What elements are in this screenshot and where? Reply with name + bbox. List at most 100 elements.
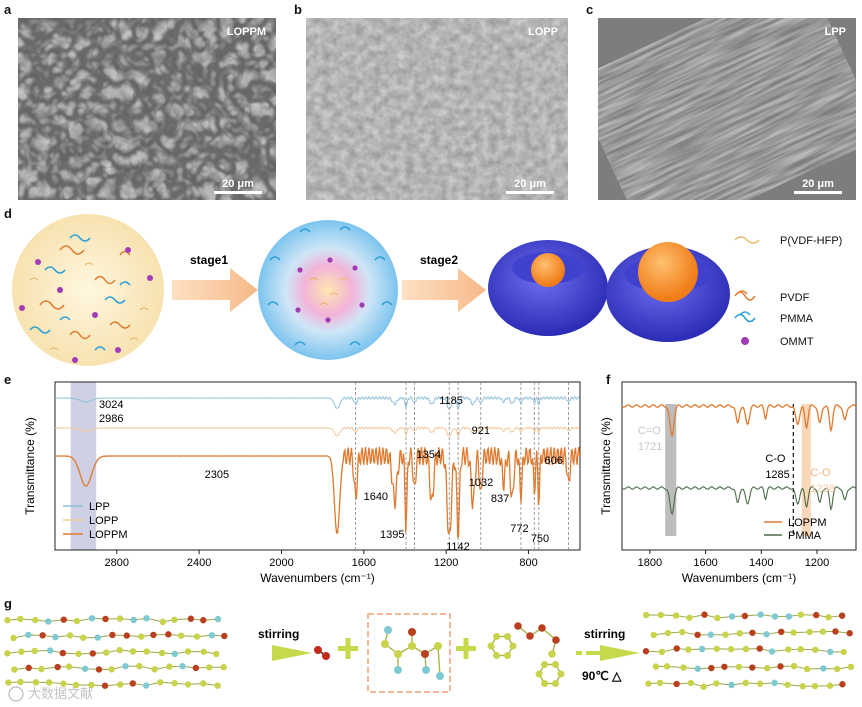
- atom: [701, 611, 708, 618]
- atom: [707, 631, 715, 638]
- atom: [673, 680, 680, 688]
- atom: [80, 634, 87, 641]
- atom: [756, 645, 763, 652]
- stirring-right-label: stirring: [584, 627, 625, 641]
- atom: [213, 650, 220, 658]
- schematic-d: stage1 stage2: [12, 214, 760, 366]
- atom: [839, 681, 846, 688]
- x-axis-label-f: Wavenumbers (cm⁻¹): [682, 571, 797, 585]
- atom: [552, 680, 559, 688]
- sem-image-loppm: LOPPM 20 μm: [18, 18, 276, 200]
- atom: [208, 632, 216, 639]
- watermark-text: 大数据文献: [28, 686, 93, 701]
- bond: [437, 645, 441, 677]
- atom: [138, 633, 145, 640]
- annotation-e-1185: 1185: [439, 395, 463, 407]
- atom: [88, 615, 96, 622]
- sem-texture-loppm: [18, 18, 276, 200]
- atom: [679, 628, 686, 636]
- atom: [214, 615, 222, 623]
- atom: [116, 681, 124, 688]
- atom: [17, 678, 24, 686]
- atom: [25, 631, 32, 639]
- y-axis-label-e: Transmittance (%): [23, 417, 37, 515]
- atom: [381, 640, 389, 648]
- temperature-label: 90℃ △: [582, 669, 622, 683]
- sem-texture-lopp: [306, 18, 568, 200]
- atom: [764, 664, 771, 672]
- atom: [820, 665, 827, 672]
- atom: [721, 663, 728, 670]
- atom: [785, 646, 792, 653]
- atom: [101, 682, 109, 689]
- x-axis-label-e: Wavenumbers (cm⁻¹): [260, 571, 375, 585]
- x-tick-label-f: 1800: [638, 557, 662, 569]
- atom: [742, 645, 750, 653]
- annotation-e-1395: 1395: [380, 529, 404, 541]
- atom: [557, 670, 565, 678]
- atom: [31, 647, 38, 655]
- series-line-f-loppm: [621, 404, 857, 438]
- atom: [736, 630, 743, 637]
- legend-pmma: PMMA: [780, 313, 813, 325]
- legend-pvdfhfp: P(VDF-HFP): [780, 235, 843, 247]
- annotation-e-921: 921: [472, 425, 490, 437]
- panel-label-g: g: [4, 596, 12, 611]
- atom: [408, 642, 416, 650]
- atom: [158, 649, 166, 657]
- atom: [526, 632, 534, 640]
- atom: [812, 646, 819, 653]
- atom: [840, 648, 847, 656]
- annotation-e-772: 772: [510, 523, 528, 535]
- plot-frame-e: [54, 381, 581, 551]
- atom: [763, 631, 770, 638]
- atom: [171, 616, 178, 623]
- plot-frame-f: [621, 381, 857, 551]
- atom: [656, 679, 664, 687]
- annotation-e-1142: 1142: [446, 541, 470, 553]
- atom: [727, 646, 735, 653]
- atom: [60, 616, 67, 623]
- atom: [394, 666, 402, 674]
- atom: [797, 611, 805, 618]
- atom: [11, 666, 18, 673]
- atom: [436, 672, 444, 680]
- atom: [833, 665, 841, 673]
- atom: [847, 663, 855, 671]
- molecular-g: stirring stirring 90℃ △ 大数据文献: [4, 611, 855, 702]
- atom: [157, 679, 164, 686]
- atom: [785, 613, 793, 620]
- atom: [768, 648, 776, 655]
- atom: [4, 617, 11, 624]
- atom: [487, 642, 495, 650]
- atom: [434, 642, 442, 650]
- atom: [108, 666, 115, 673]
- legend-pvdf: PVDF: [780, 292, 810, 304]
- annotation-e-750: 750: [531, 533, 549, 545]
- atom: [846, 630, 853, 637]
- o2-molecule: [314, 646, 330, 660]
- atom: [200, 617, 207, 624]
- x-tick-label-e: 2000: [269, 557, 293, 569]
- right-arrow: [576, 645, 640, 661]
- monomer-molecule: [381, 626, 444, 680]
- panel-label-a: a: [4, 2, 12, 17]
- atom: [827, 648, 834, 656]
- annotation-e-1354: 1354: [416, 449, 440, 461]
- pvdf-legend-icon: [734, 290, 756, 301]
- plus-icon-2: [456, 638, 476, 659]
- atom: [664, 629, 672, 637]
- atom: [714, 614, 721, 622]
- atom: [548, 650, 556, 658]
- molecular-lattice-right: [642, 611, 855, 690]
- annotation-e-606: 606: [544, 455, 562, 467]
- atom: [177, 632, 185, 639]
- atom: [214, 682, 221, 689]
- atom: [72, 681, 80, 689]
- atom: [799, 683, 806, 690]
- x-tick-label-f: 1400: [749, 557, 773, 569]
- x-tick-label-f: 1600: [693, 557, 717, 569]
- atom: [59, 649, 67, 657]
- atom: [797, 646, 804, 653]
- atom: [757, 611, 764, 618]
